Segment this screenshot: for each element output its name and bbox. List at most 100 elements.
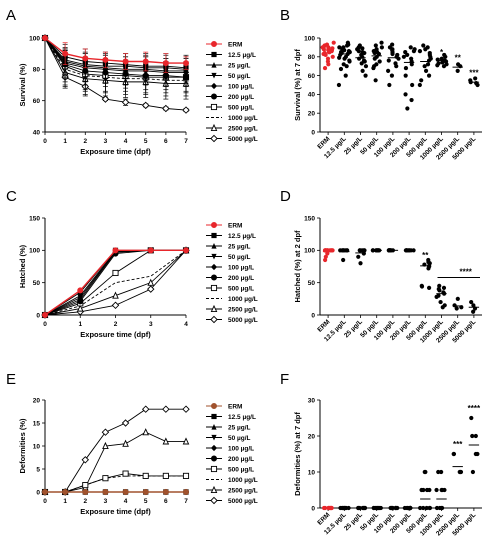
series-line <box>44 37 186 81</box>
y-tick-label: 50 <box>308 280 316 287</box>
legend: ERM 12.5 µg/L 25 µg/L 50 µg/L 100 µg/L 200 µg… <box>206 41 258 143</box>
data-point <box>42 488 49 495</box>
data-point <box>441 64 447 69</box>
legend-marker <box>211 72 217 79</box>
legend-label: 50 µg/L <box>228 73 251 80</box>
data-point <box>342 48 347 53</box>
panel-letter: E <box>6 371 16 388</box>
x-tick-label: 3 <box>104 138 108 145</box>
data-point <box>162 488 169 495</box>
data-point <box>371 65 376 71</box>
legend-label: 2500 µg/L <box>228 306 258 313</box>
legend: ERM 12.5 µg/L 25 µg/L 50 µg/L 100 µg/L 200 µg… <box>206 402 258 505</box>
data-point <box>112 291 119 299</box>
category-group <box>321 505 334 511</box>
data-point <box>342 56 347 61</box>
data-point <box>323 254 328 259</box>
data-point <box>162 437 170 445</box>
data-point <box>62 50 69 57</box>
category-group <box>338 248 350 263</box>
data-point <box>122 58 129 65</box>
data-point <box>102 475 109 482</box>
data-point <box>405 106 410 111</box>
data-point <box>458 64 463 69</box>
series-0 <box>42 247 189 318</box>
data-point <box>421 43 426 48</box>
data-point <box>344 64 349 69</box>
data-point <box>141 405 150 413</box>
data-point <box>436 469 441 475</box>
data-point <box>418 505 423 511</box>
category-group <box>322 248 335 263</box>
legend-label: 1000 µg/L <box>228 477 258 484</box>
data-point <box>162 405 170 413</box>
series-line <box>45 475 186 493</box>
data-point <box>122 439 129 447</box>
y-tick-label: 100 <box>29 35 40 42</box>
data-point <box>409 62 414 67</box>
legend-marker <box>211 243 217 249</box>
data-point <box>439 469 444 475</box>
legend-marker <box>210 41 217 48</box>
data-point <box>426 58 432 63</box>
y-tick-label: 5 <box>36 466 40 473</box>
data-point <box>372 56 377 61</box>
data-point <box>386 68 391 73</box>
data-point <box>408 45 413 50</box>
category-group <box>355 43 369 78</box>
series-9 <box>41 405 190 496</box>
data-point <box>419 284 425 289</box>
y-tick-label: 15 <box>33 420 41 427</box>
category-group <box>386 248 399 253</box>
data-point <box>343 73 348 78</box>
series-line <box>44 37 187 111</box>
data-point <box>440 60 445 65</box>
y-tick-label: 20 <box>308 433 316 440</box>
y-tick-label: 100 <box>304 35 315 42</box>
y-tick-label: 150 <box>29 215 40 222</box>
data-point <box>111 301 120 310</box>
category-group <box>338 505 351 511</box>
y-tick-label: 30 <box>308 397 316 404</box>
data-point <box>321 47 326 52</box>
legend-label: 25 µg/L <box>228 243 251 250</box>
data-point <box>394 64 399 69</box>
category-group <box>387 505 400 511</box>
data-point <box>475 82 480 88</box>
data-point <box>434 487 439 493</box>
panel-a: A 40 60 80 100 0 1 2 3 4 5 6 7 Exposure time (dpf) Sur… <box>6 7 258 156</box>
data-point <box>435 63 440 68</box>
legend-marker <box>210 315 218 324</box>
category-group <box>419 257 432 290</box>
legend-marker <box>210 263 218 271</box>
significance-label: *** <box>469 69 479 78</box>
legend-label: 2500 µg/L <box>228 487 258 494</box>
data-point <box>182 106 190 114</box>
data-point <box>379 40 384 45</box>
category-group <box>355 505 368 511</box>
category-group <box>452 62 463 73</box>
x-tick-label: 7 <box>184 138 188 145</box>
legend-label: 500 µg/L <box>228 466 254 473</box>
legend-label: 25 µg/L <box>228 62 251 69</box>
y-tick-label: 10 <box>33 443 41 450</box>
legend-label: ERM <box>228 222 242 229</box>
y-tick-label: 60 <box>308 73 316 80</box>
data-point <box>422 469 427 475</box>
series-8 <box>41 428 190 496</box>
data-point <box>426 73 432 78</box>
y-tick-label: 100 <box>29 248 40 255</box>
legend-marker <box>211 51 217 58</box>
x-tick-label: 1 <box>63 138 67 145</box>
y-axis-title: Survival (%) at 7 dpf <box>293 49 302 121</box>
data-point <box>470 433 475 439</box>
y-tick-label: 80 <box>33 67 41 74</box>
legend-marker <box>210 221 217 228</box>
legend-label: 500 µg/L <box>228 285 254 292</box>
y-tick-label: 40 <box>308 92 316 99</box>
legend-label: 100 µg/L <box>228 264 254 271</box>
